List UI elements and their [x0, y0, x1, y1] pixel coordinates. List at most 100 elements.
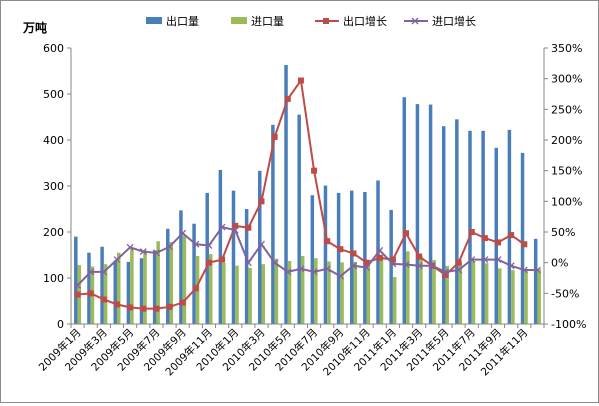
data-point	[166, 303, 173, 310]
bar	[152, 250, 157, 324]
bar-series-1	[74, 65, 538, 325]
data-point	[481, 256, 489, 264]
bar	[218, 169, 223, 324]
data-point	[205, 242, 213, 249]
data-point	[442, 271, 449, 278]
bar	[130, 249, 134, 324]
bar	[336, 192, 341, 324]
data-point	[179, 299, 186, 306]
left-axis-tick-label: 500	[43, 88, 64, 101]
data-point	[323, 265, 331, 273]
data-point	[363, 264, 371, 272]
bar	[297, 114, 301, 324]
data-point	[389, 260, 397, 268]
bar	[340, 262, 344, 324]
data-point	[231, 226, 239, 234]
bar	[205, 192, 209, 324]
right-axis-tick-label: 350%	[551, 42, 582, 55]
bar	[235, 265, 239, 324]
line-series-2	[74, 223, 541, 289]
data-point	[402, 261, 410, 268]
bar	[524, 270, 528, 324]
data-point	[271, 259, 279, 267]
bar	[143, 250, 147, 324]
data-point	[139, 248, 147, 256]
bar	[379, 255, 384, 324]
bar	[192, 223, 196, 324]
bar	[498, 268, 502, 324]
legend-item-3: 出口增长	[315, 14, 387, 28]
data-point	[74, 291, 81, 298]
bar	[314, 258, 318, 324]
data-point	[258, 240, 265, 248]
bar	[481, 130, 485, 324]
right-axis-tick-label: 150%	[551, 165, 582, 178]
bar	[310, 195, 315, 324]
bar	[455, 119, 459, 324]
bar-series-group	[74, 65, 541, 325]
bar	[458, 262, 463, 324]
legend-marker	[323, 18, 329, 24]
data-point	[152, 249, 160, 257]
data-point	[100, 268, 108, 276]
bar	[402, 97, 407, 324]
bar	[419, 255, 423, 324]
bar	[100, 246, 104, 324]
bar	[392, 277, 397, 324]
data-point	[205, 259, 212, 266]
bar	[156, 241, 160, 324]
data-point	[218, 223, 226, 231]
left-axis-tick-label: 200	[43, 226, 64, 239]
bar	[537, 268, 541, 324]
data-point	[415, 262, 423, 270]
bar	[520, 152, 525, 324]
data-point	[350, 250, 357, 257]
data-point	[219, 256, 226, 263]
legend: 出口量 进口量 出口增长 进口增长	[146, 14, 476, 28]
bar	[507, 129, 512, 324]
data-point	[244, 259, 252, 267]
bar	[327, 261, 331, 324]
legend-swatch	[231, 17, 247, 24]
data-point	[192, 240, 200, 248]
data-point	[494, 256, 502, 264]
bar	[300, 255, 305, 324]
data-point	[468, 256, 476, 264]
bar	[533, 238, 538, 324]
legend-item-2: 进口量	[231, 15, 284, 28]
bar	[113, 260, 117, 324]
bar	[415, 104, 420, 325]
data-point	[87, 268, 95, 276]
bar	[494, 147, 499, 324]
bar	[428, 104, 433, 324]
left-axis-tick-label: 100	[43, 272, 64, 285]
bar	[231, 190, 236, 324]
data-point	[376, 246, 384, 254]
data-point	[140, 305, 147, 312]
legend-label: 进口量	[251, 15, 284, 28]
data-point	[113, 301, 120, 308]
bar	[441, 126, 446, 324]
bar	[445, 266, 449, 324]
legend-label: 出口增长	[343, 14, 387, 28]
bar	[87, 252, 91, 324]
data-point	[310, 268, 318, 276]
left-axis-tick-label: 400	[43, 134, 64, 147]
data-point	[376, 254, 383, 261]
data-point	[258, 198, 265, 205]
data-point	[389, 256, 396, 263]
bar	[389, 209, 393, 324]
bar	[74, 236, 78, 324]
data-point	[508, 232, 515, 239]
data-point	[153, 305, 160, 312]
bar	[222, 262, 226, 324]
data-point	[100, 296, 107, 303]
legend-label: 出口量	[166, 14, 199, 28]
data-point	[232, 222, 239, 229]
bar	[139, 258, 144, 324]
data-point	[363, 259, 370, 266]
bar	[363, 191, 367, 324]
bar	[248, 267, 252, 324]
bar	[261, 264, 266, 324]
